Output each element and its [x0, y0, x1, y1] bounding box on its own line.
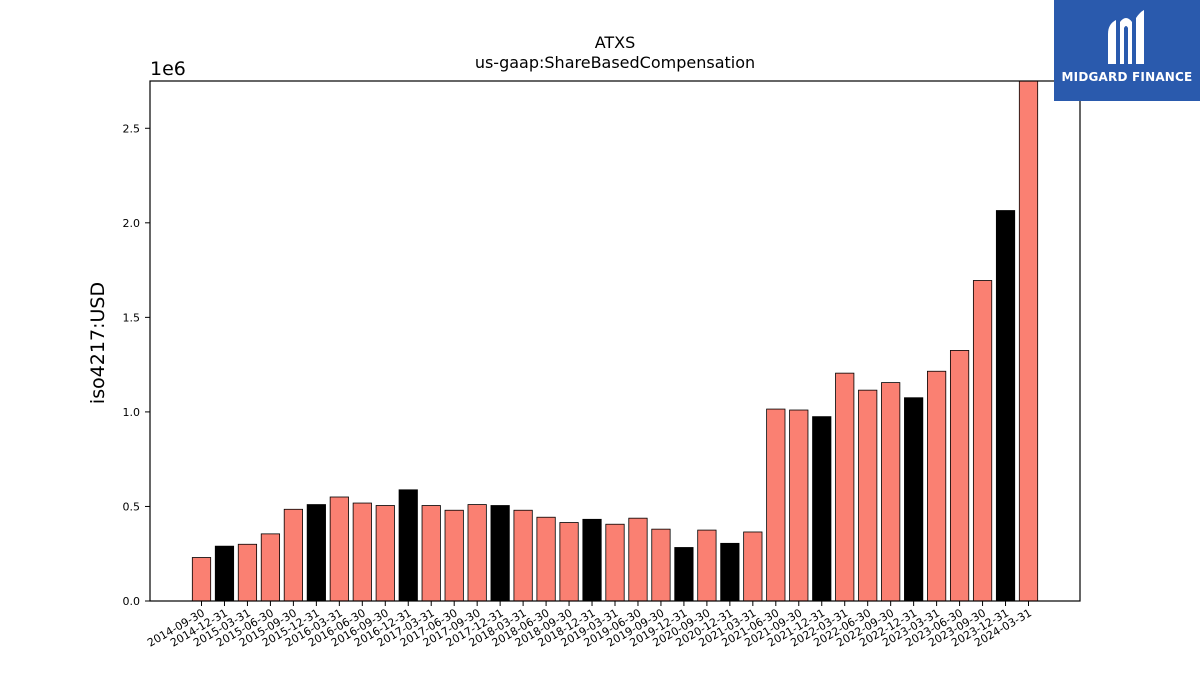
- chart-title: ATXS: [595, 33, 636, 52]
- bar-2018-06-30: [536, 516, 556, 602]
- y-tick-label: 2.0: [123, 217, 141, 230]
- bar-2022-03-31: [835, 372, 855, 602]
- bar-2016-06-30: [352, 502, 372, 602]
- y-tick-label: 1.0: [123, 406, 141, 419]
- bar-2021-12-31: [812, 416, 832, 602]
- bar-2023-03-31: [927, 370, 947, 602]
- bar-2015-03-31: [237, 543, 258, 602]
- bar-2017-03-31: [421, 505, 441, 602]
- bar-2023-12-31: [995, 210, 1016, 602]
- bars-group: [191, 80, 1039, 602]
- bar-2019-12-31: [674, 547, 694, 602]
- bar-2019-09-30: [651, 528, 671, 602]
- bar-2023-06-30: [949, 350, 970, 602]
- y-tick-label: 0.0: [123, 595, 141, 608]
- y-ticks-group: 0.0 0.5 1.0 1.5 2.0 2.5: [123, 122, 150, 608]
- bar-2022-09-30: [881, 382, 901, 602]
- bar-2014-12-31: [214, 545, 235, 602]
- bar-2018-12-31: [582, 518, 602, 602]
- bar-2018-09-30: [559, 522, 579, 602]
- bar-2022-06-30: [858, 389, 878, 602]
- bar-2017-12-31: [490, 505, 510, 602]
- bar-2019-06-30: [628, 517, 648, 602]
- bar-2015-09-30: [283, 508, 303, 602]
- bar-2016-12-31: [398, 489, 418, 602]
- bar-2024-03-31: [1018, 80, 1039, 602]
- bar-2015-12-31: [306, 504, 326, 602]
- bar-2017-06-30: [444, 509, 464, 602]
- midgard-logo: MIDGARD FINANCE: [1054, 0, 1200, 101]
- bar-2016-09-30: [375, 505, 395, 602]
- bar-2020-12-31: [720, 542, 740, 602]
- y-tick-label: 0.5: [123, 500, 141, 513]
- bar-2022-12-31: [904, 397, 924, 602]
- bar-2020-09-30: [697, 529, 717, 602]
- bar-2019-03-31: [605, 523, 625, 602]
- midgard-logo-icon: [1108, 10, 1144, 64]
- y-tick-label: 2.5: [123, 122, 141, 135]
- x-ticks-group: 2014-09-302014-12-312015-03-312015-06-30…: [145, 601, 1034, 650]
- plot-frame: [149, 80, 1081, 602]
- bar-2021-06-30: [766, 408, 786, 602]
- bar-2017-09-30: [467, 504, 487, 602]
- bar-2023-09-30: [972, 280, 993, 602]
- bar-2021-09-30: [789, 409, 809, 602]
- bar-2015-06-30: [260, 533, 281, 602]
- logo-text: MIDGARD FINANCE: [1061, 70, 1193, 84]
- bar-2014-09-30: [191, 557, 212, 602]
- bar-2016-03-31: [329, 496, 349, 602]
- bar-2018-03-31: [513, 509, 533, 602]
- y-scale-label: 1e6: [150, 58, 186, 80]
- bar-2021-03-31: [743, 531, 763, 602]
- y-axis-label: iso4217:USD: [87, 282, 109, 404]
- chart-subtitle: us-gaap:ShareBasedCompensation: [475, 53, 755, 72]
- y-tick-label: 1.5: [123, 311, 141, 324]
